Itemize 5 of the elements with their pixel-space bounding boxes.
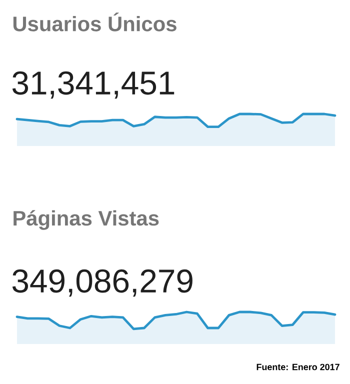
chart-title: Páginas Vistas bbox=[14, 210, 159, 230]
chart-subtitle: 349,086,279 bbox=[12, 269, 192, 297]
chart-title: Usuarios Únicos bbox=[13, 12, 176, 32]
chart-subtitle: 31,341,451 bbox=[12, 71, 174, 99]
source-note: Fuente: Enero 2017 bbox=[256, 364, 340, 370]
